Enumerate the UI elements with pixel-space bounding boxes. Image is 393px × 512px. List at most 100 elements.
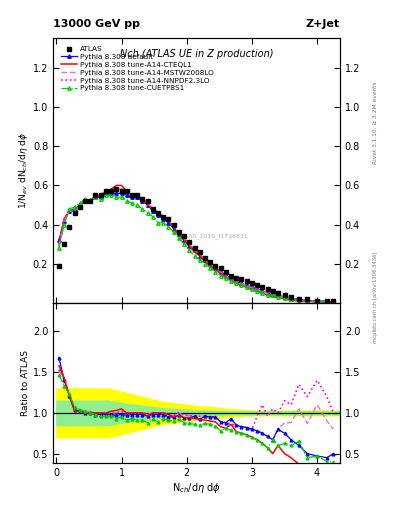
Text: Nch (ATLAS UE in Z production): Nch (ATLAS UE in Z production): [120, 49, 273, 59]
Pythia 8.308 tune-CUETP8S1: [305, 298, 310, 304]
Pythia 8.308 tune-CUETP8S1: [103, 192, 108, 198]
Pythia 8.308 default: [275, 292, 280, 298]
Pythia 8.308 tune-CUETP8S1: [325, 299, 329, 305]
Pythia 8.308 tune-A14-MSTW2008LO: [156, 210, 160, 216]
Pythia 8.308 tune-A14-NNPDF2.3LO: [197, 251, 202, 257]
Pythia 8.308 tune-A14-MSTW2008LO: [130, 192, 134, 198]
Pythia 8.308 tune-A14-CTEQL1: [109, 186, 114, 193]
Pythia 8.308 tune-A14-NNPDF2.3LO: [260, 288, 265, 294]
Y-axis label: Ratio to ATLAS: Ratio to ATLAS: [21, 350, 30, 416]
Pythia 8.308 default: [103, 190, 108, 196]
Pythia 8.308 tune-A14-CTEQL1: [218, 270, 223, 276]
Pythia 8.308 tune-A14-MSTW2008LO: [296, 297, 301, 303]
Pythia 8.308 tune-A14-NNPDF2.3LO: [57, 243, 61, 249]
ATLAS: [57, 263, 61, 269]
ATLAS: [239, 276, 244, 283]
Pythia 8.308 tune-A14-CTEQL1: [296, 298, 301, 304]
ATLAS: [62, 241, 66, 247]
Pythia 8.308 tune-A14-NNPDF2.3LO: [265, 288, 270, 294]
Pythia 8.308 tune-A14-MSTW2008LO: [98, 192, 103, 198]
ATLAS: [77, 204, 82, 210]
Pythia 8.308 tune-CUETP8S1: [130, 200, 134, 206]
ATLAS: [109, 188, 114, 195]
Pythia 8.308 tune-CUETP8S1: [114, 194, 119, 200]
Pythia 8.308 tune-A14-NNPDF2.3LO: [255, 286, 259, 292]
Pythia 8.308 tune-A14-CTEQL1: [140, 196, 145, 202]
Pythia 8.308 default: [234, 279, 239, 285]
Pythia 8.308 tune-A14-CTEQL1: [171, 225, 176, 231]
Pythia 8.308 default: [109, 190, 114, 196]
Pythia 8.308 tune-A14-MSTW2008LO: [239, 281, 244, 287]
Pythia 8.308 tune-A14-MSTW2008LO: [166, 218, 171, 224]
Pythia 8.308 tune-A14-MSTW2008LO: [224, 272, 228, 279]
Pythia 8.308 tune-A14-CTEQL1: [119, 182, 124, 188]
Pythia 8.308 tune-A14-MSTW2008LO: [208, 261, 213, 267]
Pythia 8.308 tune-A14-CTEQL1: [197, 253, 202, 259]
ATLAS: [130, 192, 134, 198]
Pythia 8.308 tune-A14-CTEQL1: [130, 192, 134, 198]
Pythia 8.308 default: [114, 190, 119, 196]
Pythia 8.308 tune-CUETP8S1: [260, 290, 265, 296]
Pythia 8.308 default: [98, 194, 103, 200]
Pythia 8.308 tune-A14-CTEQL1: [135, 192, 140, 198]
ATLAS: [119, 188, 124, 195]
Pythia 8.308 default: [331, 299, 336, 305]
Pythia 8.308 default: [77, 202, 82, 208]
Pythia 8.308 tune-A14-NNPDF2.3LO: [77, 202, 82, 208]
Pythia 8.308 tune-A14-CTEQL1: [234, 281, 239, 287]
Pythia 8.308 default: [244, 282, 249, 288]
Pythia 8.308 tune-A14-CTEQL1: [250, 286, 254, 292]
ATLAS: [203, 255, 208, 261]
ATLAS: [331, 298, 336, 304]
Pythia 8.308 tune-CUETP8S1: [171, 229, 176, 236]
ATLAS: [289, 294, 294, 300]
Pythia 8.308 tune-A14-CTEQL1: [305, 298, 310, 305]
Pythia 8.308 tune-CUETP8S1: [83, 196, 87, 202]
Pythia 8.308 tune-CUETP8S1: [234, 281, 239, 287]
Pythia 8.308 tune-A14-MSTW2008LO: [57, 243, 61, 249]
Pythia 8.308 tune-A14-CTEQL1: [331, 300, 336, 306]
Pythia 8.308 default: [93, 194, 98, 200]
Pythia 8.308 tune-A14-NNPDF2.3LO: [275, 292, 280, 298]
Pythia 8.308 tune-CUETP8S1: [213, 269, 218, 275]
Pythia 8.308 tune-A14-MSTW2008LO: [282, 294, 287, 300]
Pythia 8.308 tune-A14-NNPDF2.3LO: [130, 192, 134, 198]
Pythia 8.308 tune-CUETP8S1: [72, 204, 77, 210]
Pythia 8.308 tune-A14-MSTW2008LO: [331, 299, 336, 305]
ATLAS: [234, 274, 239, 281]
ATLAS: [255, 282, 259, 288]
Pythia 8.308 default: [260, 288, 265, 294]
Legend: ATLAS, Pythia 8.308 default, Pythia 8.308 tune-A14-CTEQL1, Pythia 8.308 tune-A14: ATLAS, Pythia 8.308 default, Pythia 8.30…: [59, 45, 215, 93]
Pythia 8.308 tune-CUETP8S1: [296, 297, 301, 304]
Pythia 8.308 tune-A14-NNPDF2.3LO: [224, 272, 228, 279]
Pythia 8.308 default: [218, 269, 223, 275]
Pythia 8.308 default: [140, 198, 145, 204]
Pythia 8.308 tune-A14-MSTW2008LO: [176, 229, 181, 236]
Pythia 8.308 tune-A14-NNPDF2.3LO: [98, 194, 103, 200]
Pythia 8.308 default: [192, 247, 197, 253]
ATLAS: [192, 245, 197, 251]
Pythia 8.308 tune-A14-NNPDF2.3LO: [156, 210, 160, 216]
ATLAS: [72, 210, 77, 216]
Pythia 8.308 tune-CUETP8S1: [255, 288, 259, 294]
Pythia 8.308 tune-A14-MSTW2008LO: [203, 257, 208, 263]
Pythia 8.308 default: [166, 220, 171, 226]
Pythia 8.308 tune-A14-NNPDF2.3LO: [239, 281, 244, 287]
Pythia 8.308 tune-A14-MSTW2008LO: [67, 208, 72, 214]
ATLAS: [275, 290, 280, 296]
Pythia 8.308 tune-CUETP8S1: [197, 257, 202, 263]
Pythia 8.308 tune-A14-CTEQL1: [208, 263, 213, 269]
Pythia 8.308 tune-A14-CTEQL1: [265, 292, 270, 298]
Pythia 8.308 tune-A14-NNPDF2.3LO: [103, 190, 108, 196]
Pythia 8.308 tune-CUETP8S1: [265, 292, 270, 298]
ATLAS: [265, 286, 270, 292]
Pythia 8.308 default: [156, 212, 160, 218]
Pythia 8.308 tune-CUETP8S1: [182, 241, 186, 247]
Pythia 8.308 tune-A14-NNPDF2.3LO: [145, 200, 150, 206]
Pythia 8.308 default: [224, 272, 228, 279]
Pythia 8.308 tune-CUETP8S1: [151, 214, 155, 220]
ATLAS: [176, 229, 181, 236]
Line: Pythia 8.308 tune-A14-CTEQL1: Pythia 8.308 tune-A14-CTEQL1: [59, 185, 333, 303]
Pythia 8.308 tune-A14-NNPDF2.3LO: [182, 235, 186, 241]
Pythia 8.308 default: [62, 218, 66, 224]
